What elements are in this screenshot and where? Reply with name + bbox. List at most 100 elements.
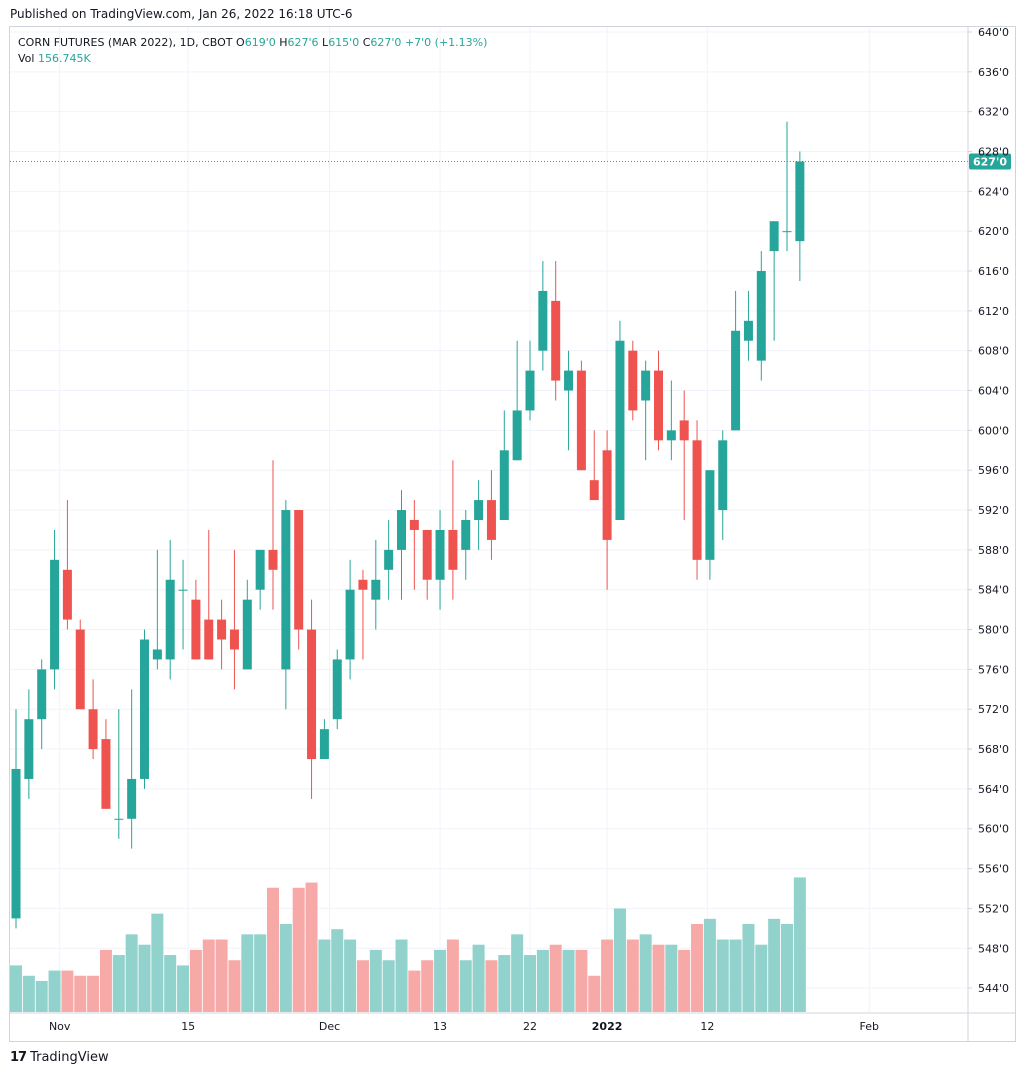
y-tick-label: 632'0 xyxy=(978,106,1009,119)
x-tick-label: 2022 xyxy=(592,1020,623,1033)
volume-bar xyxy=(369,949,382,1012)
volume-bar xyxy=(305,882,318,1012)
volume-bar xyxy=(575,949,588,1012)
y-tick-label: 576'0 xyxy=(978,663,1009,676)
volume-bar xyxy=(742,924,755,1012)
y-tick-label: 612'0 xyxy=(978,305,1009,318)
high-value: 627'6 xyxy=(287,36,319,49)
candle-body xyxy=(101,739,111,809)
volume-bar xyxy=(138,944,151,1012)
volume-bar xyxy=(421,960,434,1012)
candle-body xyxy=(628,350,638,411)
y-tick-label: 564'0 xyxy=(978,783,1009,796)
candle-body xyxy=(178,589,188,591)
volume-bar xyxy=(562,949,575,1012)
candle-body xyxy=(37,669,47,720)
volume-bar xyxy=(99,949,112,1012)
published-caption: Published on TradingView.com, Jan 26, 20… xyxy=(10,7,353,21)
brand-label: TradingView xyxy=(30,1050,109,1065)
volume-bar xyxy=(292,887,305,1012)
y-tick-label: 560'0 xyxy=(978,823,1009,836)
candle-body xyxy=(140,639,149,779)
volume-bar xyxy=(177,965,190,1012)
volume-bar xyxy=(202,939,215,1012)
volume-bar xyxy=(48,970,61,1012)
close-value: 627'0 xyxy=(370,36,402,49)
volume-bar xyxy=(74,975,87,1012)
y-tick-label: 556'0 xyxy=(978,863,1009,876)
chart-legend: CORN FUTURES (MAR 2022), 1D, CBOT O619'0… xyxy=(18,35,487,67)
volume-bar xyxy=(61,970,74,1012)
volume-bar xyxy=(10,965,22,1012)
candle-body xyxy=(474,500,484,520)
y-tick-label: 552'0 xyxy=(978,902,1009,915)
y-tick-label: 544'0 xyxy=(978,982,1009,995)
volume-bar xyxy=(228,960,241,1012)
candle-body xyxy=(204,619,214,660)
x-tick-label: Feb xyxy=(859,1020,878,1033)
tradingview-logo-icon: 17 xyxy=(10,1050,27,1065)
volume-bar xyxy=(318,939,331,1012)
x-tick-label: 12 xyxy=(700,1020,714,1033)
candle-body xyxy=(435,529,445,580)
candle-body xyxy=(191,599,201,660)
volume-bar xyxy=(395,939,408,1012)
volume-bar xyxy=(382,960,395,1012)
volume-bar xyxy=(279,924,292,1012)
volume-bar xyxy=(678,949,691,1012)
candle-body xyxy=(641,370,651,401)
candle-body xyxy=(371,579,381,600)
candle-body xyxy=(384,549,394,570)
candle-body xyxy=(769,221,779,252)
volume-bar xyxy=(356,960,369,1012)
volume-bar xyxy=(613,908,626,1012)
volume-bar xyxy=(716,939,729,1012)
tradingview-brand[interactable]: 17 TradingView xyxy=(10,1050,109,1065)
candle-body xyxy=(88,709,98,750)
volume-label: Vol xyxy=(18,52,35,65)
chart-frame[interactable] xyxy=(9,26,1016,1042)
y-tick-label: 600'0 xyxy=(978,424,1009,437)
volume-bar xyxy=(652,944,665,1012)
candle-body xyxy=(564,370,574,391)
y-tick-label: 596'0 xyxy=(978,464,1009,477)
candle-body xyxy=(602,450,612,540)
candle-body xyxy=(551,300,561,381)
volume-bar xyxy=(485,960,498,1012)
x-tick-label: 13 xyxy=(433,1020,447,1033)
volume-bar xyxy=(408,970,421,1012)
volume-bar xyxy=(446,939,459,1012)
candle-body xyxy=(615,340,625,520)
volume-bar xyxy=(472,944,485,1012)
volume-bar xyxy=(344,939,357,1012)
candle-body xyxy=(62,569,72,620)
symbol-label: CORN FUTURES (MAR 2022), 1D, CBOT xyxy=(18,36,233,49)
high-label: H xyxy=(279,36,288,49)
volume-bar xyxy=(498,955,511,1012)
volume-bar xyxy=(793,877,806,1012)
candle-body xyxy=(409,520,419,530)
candle-body xyxy=(127,778,137,819)
candle-body xyxy=(486,500,496,540)
last-price-label: 627'0 xyxy=(973,155,1007,168)
ohlc-line: CORN FUTURES (MAR 2022), 1D, CBOT O619'0… xyxy=(18,35,487,51)
volume-bar xyxy=(241,934,254,1012)
x-tick-label: Nov xyxy=(49,1020,71,1033)
candle-body xyxy=(525,370,535,411)
y-tick-label: 620'0 xyxy=(978,225,1009,238)
candle-body xyxy=(319,729,329,760)
open-label: O xyxy=(236,36,245,49)
candle-body xyxy=(499,450,509,520)
volume-bar xyxy=(254,934,267,1012)
candle-body xyxy=(294,510,304,630)
candle-body xyxy=(654,370,663,441)
y-tick-label: 572'0 xyxy=(978,703,1009,716)
candle-body xyxy=(461,520,471,550)
open-value: 619'0 xyxy=(244,36,276,49)
y-tick-label: 548'0 xyxy=(978,942,1009,955)
volume-value: 156.745K xyxy=(37,52,91,65)
volume-bar xyxy=(112,955,125,1012)
candle-body xyxy=(152,649,162,660)
candle-body xyxy=(679,420,689,441)
